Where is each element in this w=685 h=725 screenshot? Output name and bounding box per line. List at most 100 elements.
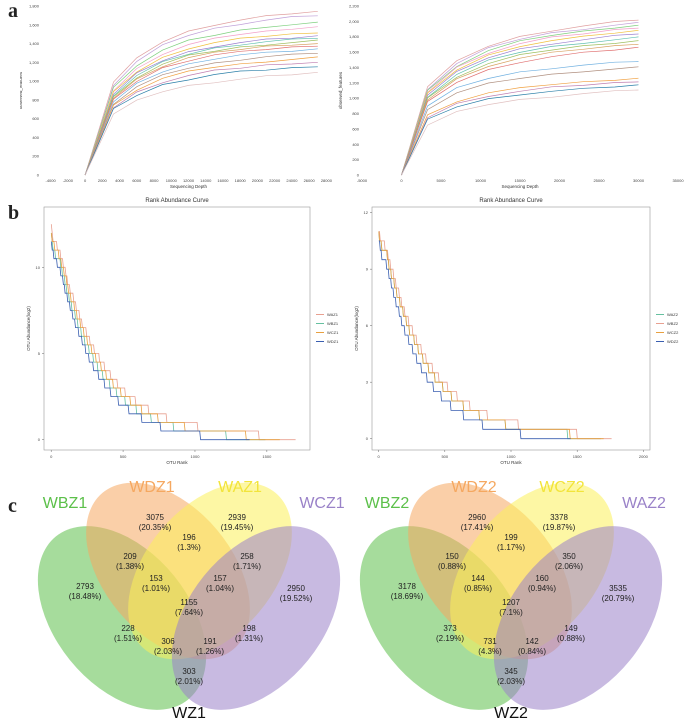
venn-percent: (1.26%) bbox=[196, 647, 224, 656]
venn-percent: (0.85%) bbox=[464, 584, 492, 593]
rarefaction-curve bbox=[401, 40, 639, 176]
venn-percent: (17.41%) bbox=[461, 523, 494, 532]
x-tick-label: 20000 bbox=[252, 178, 264, 183]
y-tick-label: 6 bbox=[366, 323, 369, 328]
venn-set-label: WAZ2 bbox=[622, 495, 666, 512]
venn-percent: (2.06%) bbox=[555, 562, 583, 571]
venn-title: WZ1 bbox=[172, 705, 206, 722]
venn-count: 196 bbox=[182, 533, 196, 542]
y-tick-label: 400 bbox=[32, 135, 39, 140]
rarefaction-curve bbox=[84, 71, 318, 176]
venn-percent: (1.51%) bbox=[114, 634, 142, 643]
venn-count: 731 bbox=[483, 637, 497, 646]
x-tick-label: 15000 bbox=[514, 178, 526, 183]
venn-count: 3075 bbox=[146, 513, 164, 522]
venn-percent: (1.3%) bbox=[177, 543, 201, 552]
x-axis-label: Sequencing Depth bbox=[170, 184, 208, 189]
venn-percent: (20.79%) bbox=[602, 594, 635, 603]
venn-count: 198 bbox=[242, 624, 256, 633]
venn-percent: (2.03%) bbox=[497, 677, 525, 686]
rarefaction-chart-right: 0 200 400 600 800 1,000 1,200 1,400 1,600 1,800 2,… bbox=[338, 4, 684, 190]
x-tick-label: 24000 bbox=[286, 178, 298, 183]
venn-count: 2939 bbox=[228, 513, 246, 522]
venn-count: 144 bbox=[471, 574, 485, 583]
x-tick-label: 500 bbox=[441, 454, 448, 459]
y-tick-label: 0 bbox=[357, 173, 360, 178]
venn-percent: (7.1%) bbox=[499, 608, 523, 617]
x-tick-label: -5000 bbox=[357, 178, 368, 183]
rank-abundance-chart-left: Rank Abundance Curve 0 500 1000 1500 0 5 10 OTU … bbox=[26, 198, 339, 465]
legend-label: WAZ2 bbox=[667, 312, 679, 317]
venn-percent: (1.04%) bbox=[206, 584, 234, 593]
y-tick-label: 600 bbox=[352, 126, 359, 131]
venn-set-label: WCZ2 bbox=[539, 479, 584, 496]
venn-count: 2960 bbox=[468, 513, 486, 522]
venn-set-label: WCZ1 bbox=[299, 495, 344, 512]
y-tick-label: 3 bbox=[366, 380, 369, 385]
y-tick-label: 1,600 bbox=[349, 50, 360, 55]
venn-count: 149 bbox=[564, 624, 578, 633]
x-tick-label: -4000 bbox=[46, 178, 57, 183]
x-tick-label: 16000 bbox=[217, 178, 229, 183]
x-tick-label: 1000 bbox=[191, 454, 201, 459]
venn-ellipse-waz2 bbox=[493, 526, 663, 710]
x-tick-label: 28000 bbox=[321, 178, 333, 183]
venn-set-label: WDZ1 bbox=[129, 479, 174, 496]
y-tick-label: 1,000 bbox=[29, 79, 40, 84]
y-tick-label: 9 bbox=[366, 267, 369, 272]
rarefaction-curve bbox=[401, 84, 639, 176]
venn-count: 3535 bbox=[609, 584, 627, 593]
venn-count: 345 bbox=[504, 667, 518, 676]
y-tick-label: 200 bbox=[352, 157, 359, 162]
x-tick-label: 5000 bbox=[437, 178, 447, 183]
venn-count: 1207 bbox=[502, 598, 520, 607]
rarefaction-curve bbox=[401, 33, 639, 176]
rarefaction-curve bbox=[401, 43, 639, 176]
venn-count: 350 bbox=[562, 552, 576, 561]
x-axis-label: OTU Rank bbox=[166, 460, 188, 465]
x-tick-label: 6000 bbox=[132, 178, 142, 183]
rarefaction-curve bbox=[401, 19, 639, 176]
rarefaction-curve bbox=[84, 26, 318, 176]
rarefaction-curve bbox=[84, 10, 318, 176]
y-tick-label: 10 bbox=[36, 265, 41, 270]
venn-percent: (19.45%) bbox=[221, 523, 254, 532]
venn-percent: (7.64%) bbox=[175, 608, 203, 617]
x-tick-label: 14000 bbox=[200, 178, 212, 183]
venn-set-label: WAZ1 bbox=[218, 479, 262, 496]
rarefaction-curve bbox=[401, 36, 639, 176]
legend-label: WBZ1 bbox=[327, 321, 339, 326]
venn-percent: (0.88%) bbox=[438, 562, 466, 571]
plot-frame bbox=[43, 206, 311, 451]
x-axis-label: Sequencing Depth bbox=[501, 184, 539, 189]
venn-count: 2950 bbox=[287, 584, 305, 593]
venn-percent: (2.03%) bbox=[154, 647, 182, 656]
x-tick-label: 2000 bbox=[98, 178, 108, 183]
venn-title: WZ2 bbox=[494, 705, 528, 722]
x-tick-label: 1000 bbox=[507, 454, 517, 459]
venn-diagram-left: WBZ1 WDZ1 WAZ1 WCZ1 2793(18.48%) 3075(20.35%)… bbox=[37, 479, 345, 722]
rarefaction-curve bbox=[84, 66, 318, 176]
rarefaction-curve bbox=[401, 46, 639, 176]
venn-count: 157 bbox=[213, 574, 227, 583]
rarefaction-curve bbox=[401, 27, 639, 176]
venn-set-label: WBZ2 bbox=[365, 495, 410, 512]
rank-abundance-curve bbox=[50, 232, 280, 441]
rarefaction-curve bbox=[401, 77, 639, 176]
venn-percent: (1.31%) bbox=[235, 634, 263, 643]
y-tick-label: 1,800 bbox=[29, 4, 40, 9]
venn-set-label: WDZ2 bbox=[451, 479, 496, 496]
venn-count: 150 bbox=[445, 552, 459, 561]
venn-percent: (0.94%) bbox=[528, 584, 556, 593]
y-tick-label: 800 bbox=[32, 97, 39, 102]
venn-percent: (1.38%) bbox=[116, 562, 144, 571]
venn-percent: (2.19%) bbox=[436, 634, 464, 643]
venn-percent: (18.48%) bbox=[69, 592, 102, 601]
y-tick-label: 1,400 bbox=[349, 65, 360, 70]
y-tick-label: 12 bbox=[364, 210, 369, 215]
y-axis-label: observed_features bbox=[338, 71, 343, 109]
rarefaction-chart-left: 0 200 400 600 800 1,000 1,200 1,400 1,600 1,800 -4… bbox=[20, 4, 333, 190]
venn-count: 199 bbox=[504, 533, 518, 542]
venn-percent: (0.88%) bbox=[557, 634, 585, 643]
legend-label: WDZ1 bbox=[327, 339, 339, 344]
